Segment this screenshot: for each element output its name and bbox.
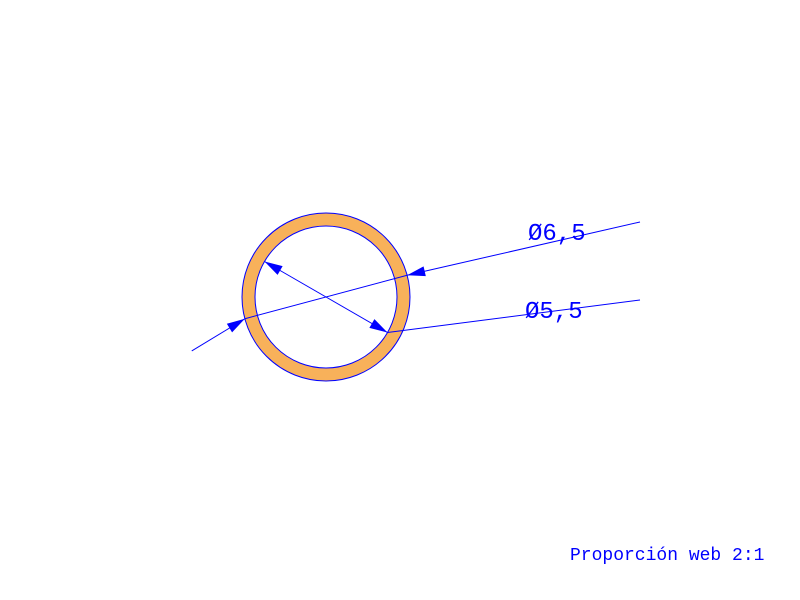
outer-dim-extension [407,222,640,275]
inner-diameter-label: Ø5,5 [525,299,583,326]
inner-dim-right-arrow [369,319,387,332]
inner-dim-crossline [265,262,388,333]
inner-dim-extension [387,300,640,333]
scale-label: Proporción web 2:1 [570,546,764,566]
outer-diameter-label: Ø6,5 [528,221,586,248]
technical-drawing: Ø6,5 Ø5,5 Proporción web 2:1 [0,0,800,600]
inner-diameter-dimension: Ø5,5 [265,262,640,333]
outer-dim-left-arrow [227,319,245,333]
